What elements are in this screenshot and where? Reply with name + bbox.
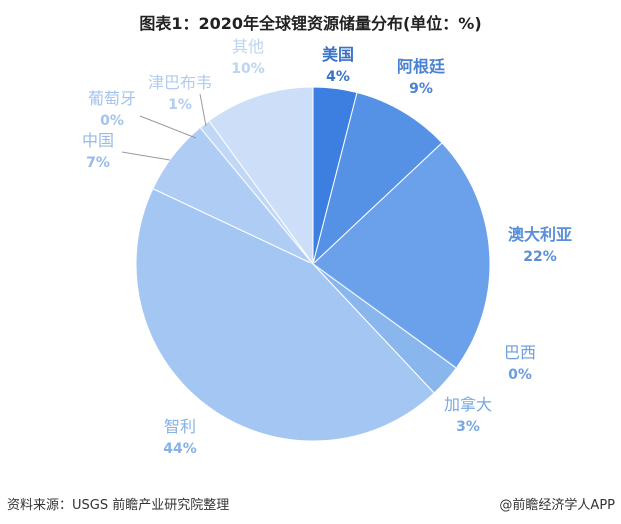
- slice-value-label: 7%: [86, 155, 110, 171]
- slice-value-label: 1%: [168, 97, 192, 113]
- slice-value-label: 9%: [409, 81, 433, 97]
- leader-line: [199, 93, 207, 127]
- pie-slice-1: [312, 91, 443, 266]
- slice-value-label: 44%: [163, 441, 197, 457]
- pie-slice-9: [208, 86, 314, 266]
- pie-slice-5: [135, 187, 435, 442]
- slice-label: 阿根廷: [397, 57, 446, 76]
- slice-value-label: 22%: [523, 249, 557, 265]
- chart-title: 图表1：2020年全球锂资源储量分布(单位：%): [139, 14, 482, 33]
- slice-value-label: 4%: [326, 69, 350, 85]
- pie-slice-2: [312, 142, 491, 369]
- slice-value-label: 10%: [231, 61, 265, 77]
- leader-line: [139, 115, 197, 139]
- slice-value-label: 3%: [456, 419, 480, 435]
- slice-label: 津巴布韦: [148, 73, 212, 92]
- slice-label: 葡萄牙: [88, 89, 136, 108]
- leader-line: [121, 151, 171, 161]
- source-note: 资料来源：USGS 前瞻产业研究院整理: [7, 498, 230, 513]
- slice-label: 巴西: [504, 343, 536, 362]
- slice-label: 中国: [82, 131, 114, 150]
- brand-credit: @前瞻经济学人APP: [499, 498, 615, 513]
- slice-label: 智利: [164, 417, 196, 436]
- slice-label: 澳大利亚: [508, 225, 572, 244]
- slice-label: 其他: [232, 37, 264, 56]
- slice-value-label: 0%: [508, 367, 532, 383]
- slice-label: 加拿大: [444, 395, 492, 414]
- slice-label: 美国: [322, 45, 354, 64]
- slice-value-label: 0%: [100, 113, 124, 129]
